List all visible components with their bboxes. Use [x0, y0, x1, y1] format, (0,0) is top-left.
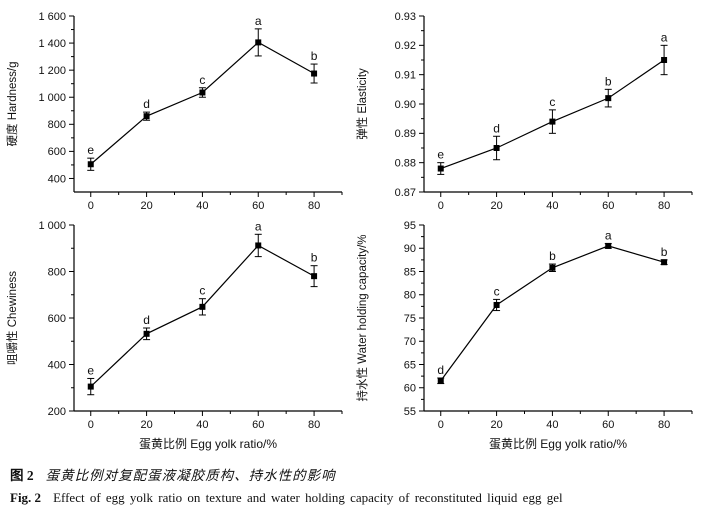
chart-elasticity: 0.87 0.88 0.89 0.90 0.91 0.92 0.93 0 20 40 60 80 弹性 … [350, 2, 700, 217]
svg-text:40: 40 [196, 200, 208, 212]
caption-line-cn: 图 2 蛋黄比例对复配蛋液凝胶质构、持水性的影响 [10, 467, 701, 485]
svg-text:60: 60 [252, 200, 264, 212]
svg-text:1 000: 1 000 [38, 220, 66, 232]
svg-text:800: 800 [48, 119, 66, 131]
svg-text:e: e [87, 143, 94, 157]
svg-text:0.93: 0.93 [395, 11, 416, 23]
svg-text:d: d [143, 97, 150, 111]
svg-text:b: b [549, 249, 556, 263]
caption-text-cn: 蛋黄比例对复配蛋液凝胶质构、持水性的影响 [45, 468, 336, 483]
svg-text:b: b [311, 251, 318, 265]
svg-text:60: 60 [252, 419, 264, 431]
svg-text:b: b [605, 74, 612, 88]
figure-number-en: Fig. 2 [10, 490, 42, 505]
svg-text:80: 80 [308, 200, 320, 212]
svg-text:a: a [661, 30, 668, 44]
svg-text:65: 65 [404, 359, 416, 371]
svg-text:0.88: 0.88 [395, 157, 416, 169]
svg-text:b: b [661, 245, 668, 259]
svg-text:70: 70 [404, 336, 416, 348]
caption-text-en: Effect of egg yolk ratio on texture and … [53, 490, 563, 505]
elasticity-plot-svg: 0.87 0.88 0.89 0.90 0.91 0.92 0.93 0 20 40 60 80 弹性 … [355, 11, 693, 212]
water-holding-capacity-plot-svg: 55 60 65 70 75 80 85 90 95 0 20 40 60 80 持水性 Water hol… [355, 220, 693, 451]
svg-text:a: a [255, 219, 262, 233]
svg-text:硬度 Hardness/g: 硬度 Hardness/g [5, 61, 19, 146]
svg-text:60: 60 [602, 419, 614, 431]
svg-text:40: 40 [546, 419, 558, 431]
svg-text:20: 20 [490, 419, 502, 431]
svg-text:0: 0 [438, 200, 444, 212]
charts-grid: 400 600 800 1 000 1 200 1 400 1 600 0 20 40 60 80 硬度… [0, 2, 700, 462]
svg-text:弹性 Elasticity: 弹性 Elasticity [355, 68, 369, 140]
figure-number-cn: 图 2 [10, 468, 34, 483]
svg-text:20: 20 [490, 200, 502, 212]
figure-caption: 图 2 蛋黄比例对复配蛋液凝胶质构、持水性的影响 Fig. 2 Effect of … [0, 462, 701, 506]
svg-text:0: 0 [88, 419, 94, 431]
svg-text:400: 400 [48, 173, 66, 185]
svg-text:0: 0 [438, 419, 444, 431]
svg-text:持水性 Water holding capacity/%: 持水性 Water holding capacity/% [355, 234, 369, 401]
svg-text:60: 60 [404, 383, 416, 395]
chart-water-holding-capacity: 55 60 65 70 75 80 85 90 95 0 20 40 60 80 持水性 Water hol… [350, 217, 700, 462]
svg-text:e: e [437, 148, 444, 162]
svg-text:蛋黄比例 Egg yolk ratio/%: 蛋黄比例 Egg yolk ratio/% [139, 437, 277, 451]
chewiness-plot-svg: 200 400 600 800 1 000 0 20 40 60 80 咀嚼性 Chewiness 蛋… [5, 219, 343, 451]
svg-text:d: d [437, 363, 444, 377]
svg-text:95: 95 [404, 220, 416, 232]
svg-text:0: 0 [88, 200, 94, 212]
svg-text:a: a [255, 14, 262, 28]
svg-text:55: 55 [404, 406, 416, 418]
svg-text:0.90: 0.90 [395, 99, 416, 111]
svg-text:40: 40 [196, 419, 208, 431]
svg-text:c: c [549, 95, 555, 109]
svg-text:1 600: 1 600 [38, 11, 66, 23]
svg-text:20: 20 [140, 200, 152, 212]
svg-text:咀嚼性 Chewiness: 咀嚼性 Chewiness [5, 271, 19, 365]
svg-text:75: 75 [404, 313, 416, 325]
svg-text:0.87: 0.87 [395, 187, 416, 199]
caption-line-en: Fig. 2 Effect of egg yolk ratio on textur… [10, 489, 701, 506]
chart-hardness: 400 600 800 1 000 1 200 1 400 1 600 0 20 40 60 80 硬度… [0, 2, 350, 217]
svg-text:c: c [199, 73, 205, 87]
svg-text:1 400: 1 400 [38, 38, 66, 50]
svg-text:40: 40 [546, 200, 558, 212]
svg-text:d: d [143, 313, 150, 327]
svg-text:e: e [87, 363, 94, 377]
svg-text:200: 200 [48, 406, 66, 418]
svg-text:60: 60 [602, 200, 614, 212]
svg-text:20: 20 [140, 419, 152, 431]
svg-text:800: 800 [48, 266, 66, 278]
svg-text:80: 80 [658, 419, 670, 431]
svg-text:1 000: 1 000 [38, 92, 66, 104]
hardness-plot-svg: 400 600 800 1 000 1 200 1 400 1 600 0 20 40 60 80 硬度… [5, 11, 343, 212]
svg-text:d: d [493, 121, 500, 135]
svg-text:0.92: 0.92 [395, 40, 416, 52]
svg-text:c: c [199, 284, 205, 298]
svg-text:85: 85 [404, 266, 416, 278]
svg-text:1 200: 1 200 [38, 65, 66, 77]
svg-text:0.91: 0.91 [395, 69, 416, 81]
svg-text:c: c [494, 284, 500, 298]
svg-text:600: 600 [48, 313, 66, 325]
svg-text:80: 80 [308, 419, 320, 431]
svg-text:80: 80 [404, 290, 416, 302]
svg-text:600: 600 [48, 146, 66, 158]
svg-text:90: 90 [404, 243, 416, 255]
svg-text:b: b [311, 49, 318, 63]
svg-text:80: 80 [658, 200, 670, 212]
svg-text:a: a [605, 229, 612, 243]
svg-text:蛋黄比例 Egg yolk ratio/%: 蛋黄比例 Egg yolk ratio/% [489, 437, 627, 451]
svg-text:0.89: 0.89 [395, 128, 416, 140]
chart-chewiness: 200 400 600 800 1 000 0 20 40 60 80 咀嚼性 Chewiness 蛋… [0, 217, 350, 462]
svg-text:400: 400 [48, 359, 66, 371]
